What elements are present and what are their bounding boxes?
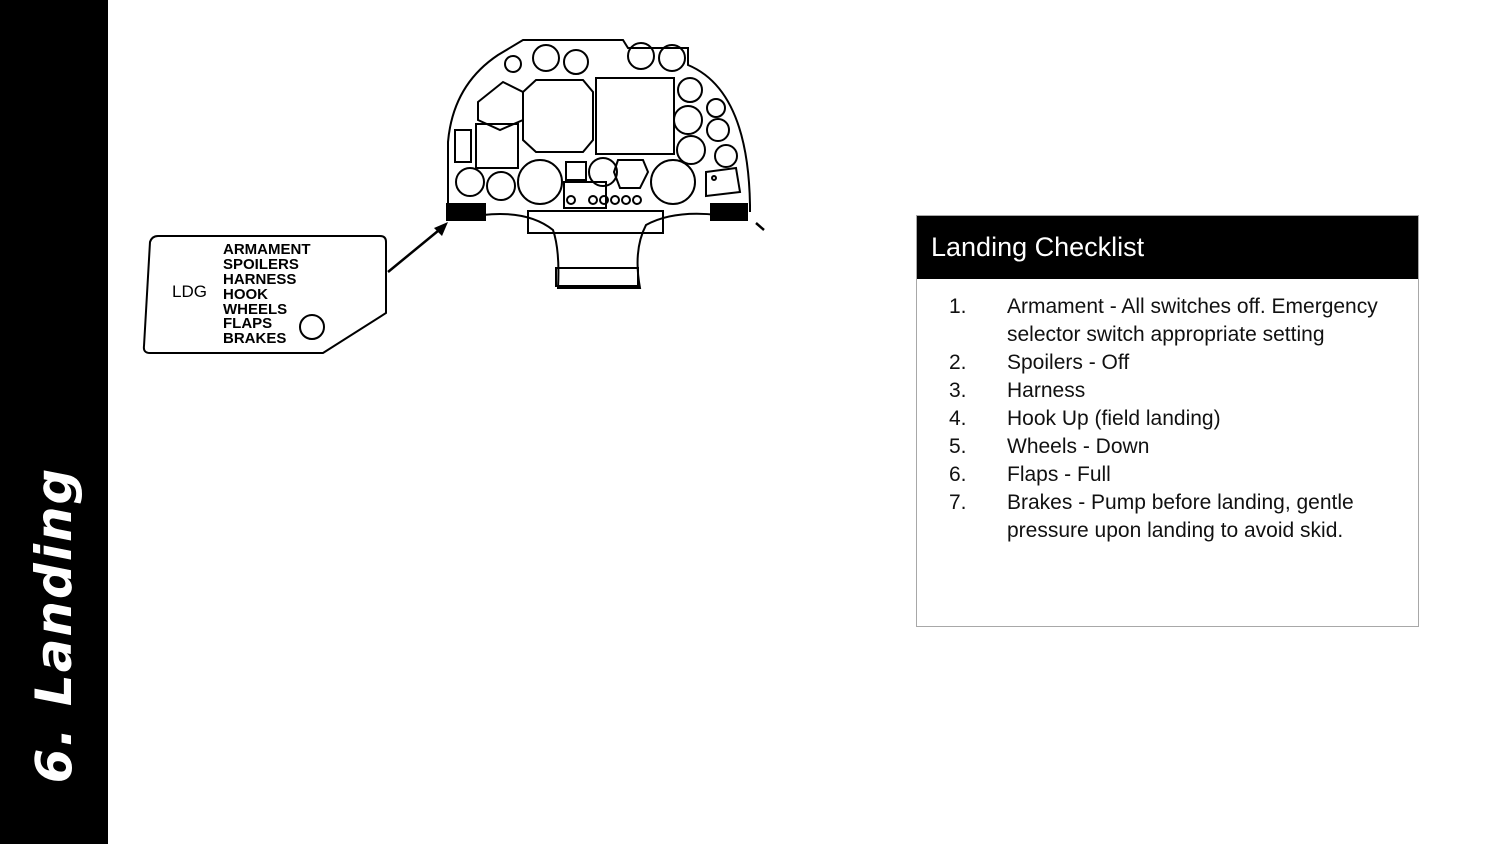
placard-item: HARNESS bbox=[223, 271, 296, 288]
placard-knob bbox=[299, 314, 325, 340]
checklist-item-number: 6. bbox=[949, 463, 967, 486]
placard-code: LDG bbox=[172, 282, 207, 301]
checklist-item-text: Spoilers - Off bbox=[1007, 351, 1130, 374]
panel-outline bbox=[447, 39, 751, 212]
checklist-item-text: Flaps - Full bbox=[1007, 463, 1111, 486]
checklist-item-text: Armament - All switches off. Emergency s… bbox=[1007, 295, 1378, 346]
checklist-item-number: 4. bbox=[949, 407, 967, 430]
checklist-item-number: 5. bbox=[949, 435, 967, 458]
checklist-item-number: 7. bbox=[949, 491, 967, 514]
instrument-panel-diagram: LDG ARMAMENT SPOILERS HARNESS HOOK WHEEL… bbox=[128, 20, 778, 370]
placard-item: BRAKES bbox=[223, 330, 286, 347]
checklist-title: Landing Checklist bbox=[917, 216, 1418, 279]
landing-checklist: Landing Checklist 1. Armament - All swit… bbox=[916, 215, 1419, 627]
lower-console bbox=[527, 210, 664, 234]
section-sidebar: 6. Landing bbox=[0, 0, 108, 844]
placard-item: ARMAMENT bbox=[223, 241, 311, 258]
placard-item: WHEELS bbox=[223, 301, 287, 318]
checklist-item: 2. Spoilers - Off bbox=[917, 349, 1408, 377]
placard-item: FLAPS bbox=[223, 315, 272, 332]
checklist-item: 5. Wheels - Down bbox=[917, 433, 1408, 461]
checklist-item: 1. Armament - All switches off. Emergenc… bbox=[917, 293, 1408, 349]
checklist-item-number: 1. bbox=[949, 295, 967, 318]
checklist-item: 6. Flaps - Full bbox=[917, 461, 1408, 489]
checklist-item-text: Wheels - Down bbox=[1007, 435, 1150, 458]
panel-block-left bbox=[446, 203, 486, 221]
placard-item: HOOK bbox=[223, 286, 268, 303]
panel-block-right bbox=[710, 203, 748, 221]
placard-outline bbox=[142, 235, 387, 354]
placard-item: SPOILERS bbox=[223, 256, 299, 273]
instrument-panel-drawing: LDG ARMAMENT SPOILERS HARNESS HOOK WHEEL… bbox=[142, 39, 765, 354]
panel-cutout bbox=[482, 212, 719, 289]
checklist-item-text: Harness bbox=[1007, 379, 1086, 402]
checklist-item-text: Hook Up (field landing) bbox=[1007, 407, 1221, 430]
checklist-item: 4. Hook Up (field landing) bbox=[917, 405, 1408, 433]
checklist-item-number: 3. bbox=[949, 379, 967, 402]
section-title: 6. Landing bbox=[25, 466, 83, 784]
checklist-item-text: Brakes - Pump before landing, gentle pre… bbox=[1007, 491, 1354, 542]
checklist-list: 1. Armament - All switches off. Emergenc… bbox=[917, 279, 1418, 545]
checklist-item: 3. Harness bbox=[917, 377, 1408, 405]
checklist-item: 7. Brakes - Pump before landing, gentle … bbox=[917, 489, 1408, 545]
lower-console-slot bbox=[555, 267, 639, 287]
checklist-item-number: 2. bbox=[949, 351, 967, 374]
